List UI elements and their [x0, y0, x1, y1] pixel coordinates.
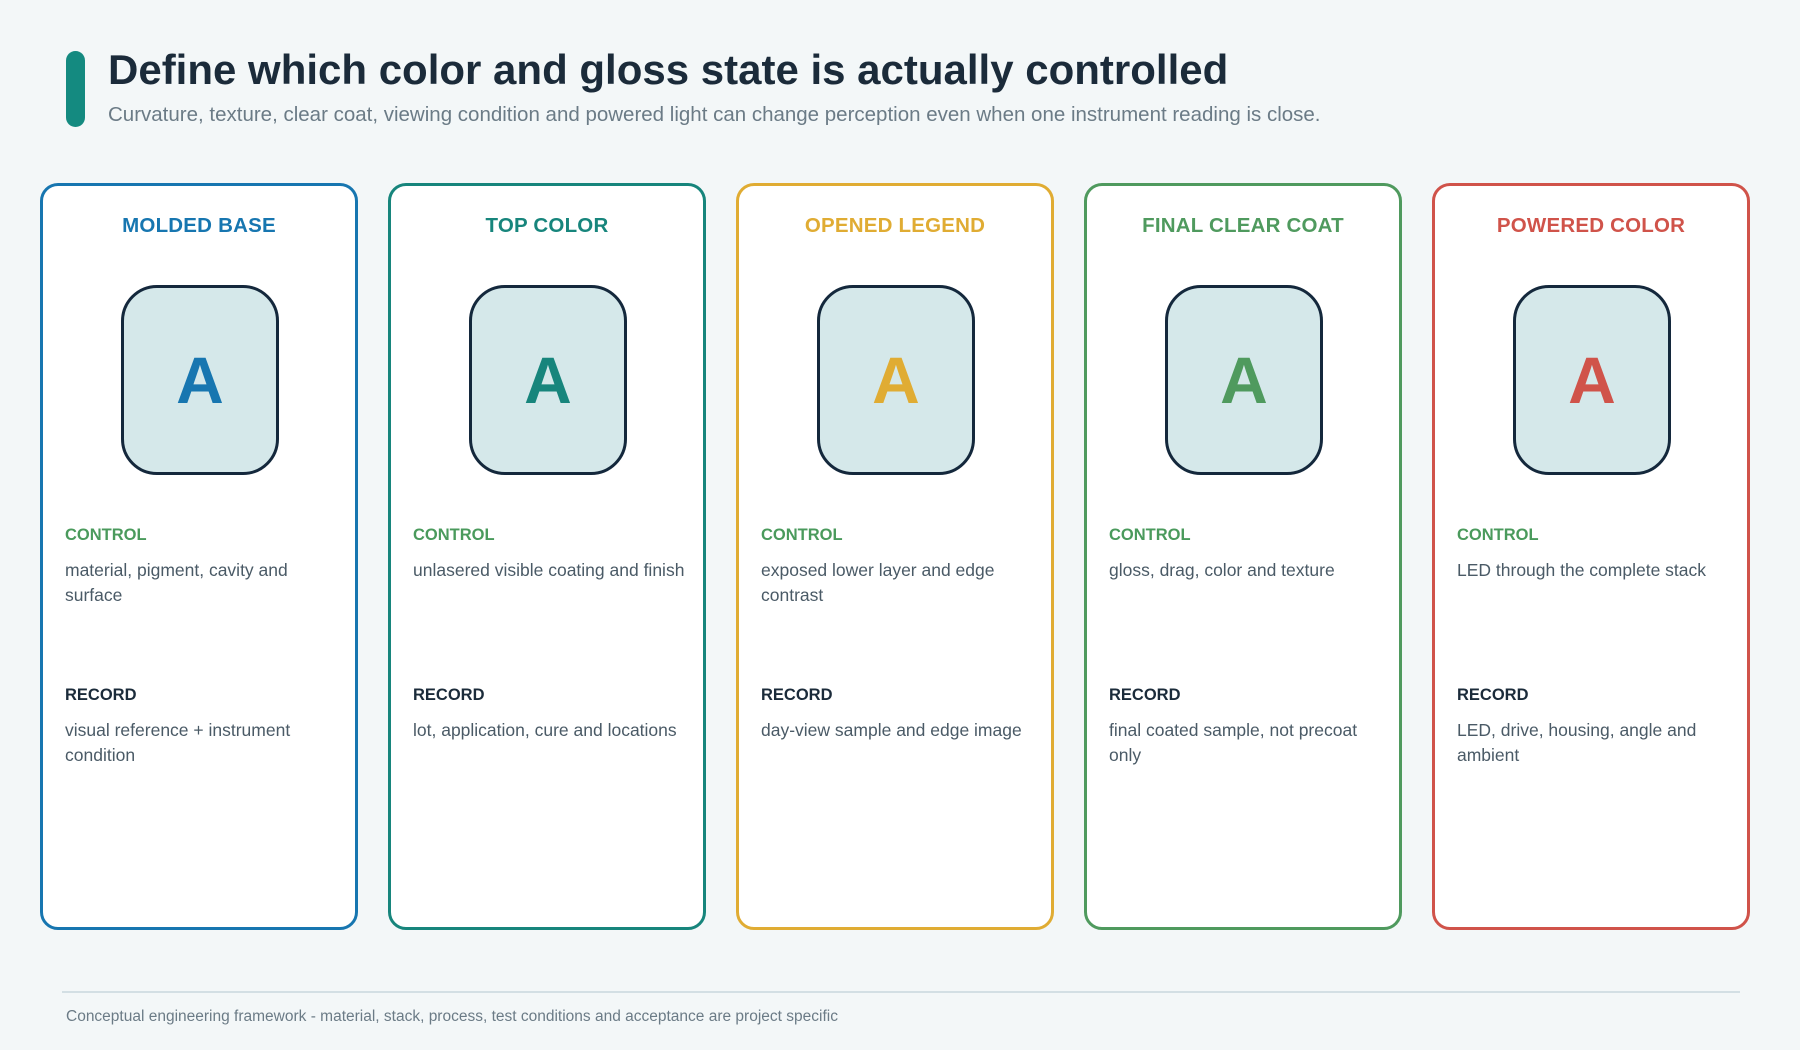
- card-top-color: TOP COLOR A CONTROL unlasered visible co…: [388, 183, 706, 930]
- keycap-icon: A: [1165, 285, 1323, 475]
- footer-divider: [62, 991, 1740, 993]
- page-subtitle: Curvature, texture, clear coat, viewing …: [108, 103, 1321, 126]
- record-label: RECORD: [761, 686, 833, 704]
- record-text: day-view sample and edge image: [761, 720, 1022, 740]
- keycap-letter: A: [524, 343, 572, 417]
- control-label: CONTROL: [413, 526, 495, 544]
- keycap-letter: A: [176, 343, 224, 417]
- stage-cards: MOLDED BASE A CONTROL material, pigment,…: [40, 183, 1750, 930]
- card-powered-color: POWERED COLOR A CONTROL LED through the …: [1432, 183, 1750, 930]
- record-label: RECORD: [413, 686, 485, 704]
- card-molded-base: MOLDED BASE A CONTROL material, pigment,…: [40, 183, 358, 930]
- control-label: CONTROL: [1457, 526, 1539, 544]
- card-final-clear-coat: FINAL CLEAR COAT A CONTROL gloss, drag, …: [1084, 183, 1402, 930]
- keycap-icon: A: [1513, 285, 1671, 475]
- control-text: LED through the complete stack: [1457, 560, 1707, 580]
- keycap-icon: A: [469, 285, 627, 475]
- card-opened-legend: OPENED LEGEND A CONTROL exposed lower la…: [736, 183, 1054, 930]
- page-title: Define which color and gloss state is ac…: [108, 46, 1229, 93]
- keycap-icon: A: [121, 285, 279, 475]
- card-title: OPENED LEGEND: [804, 214, 986, 237]
- keycap-letter: A: [1568, 343, 1616, 417]
- footer-note: Conceptual engineering framework - mater…: [66, 1008, 838, 1025]
- record-label: RECORD: [1457, 686, 1529, 704]
- record-text: visual reference + instrument condition: [65, 720, 291, 765]
- control-text: material, pigment, cavity and surface: [65, 560, 288, 605]
- card-title: TOP COLOR: [485, 214, 609, 237]
- control-label: CONTROL: [65, 526, 147, 544]
- control-text: unlasered visible coating and finish: [413, 560, 685, 580]
- keycap-letter: A: [872, 343, 920, 417]
- title-accent-bar: [66, 51, 85, 127]
- control-text: exposed lower layer and edge contrast: [761, 560, 995, 605]
- record-text: LED, drive, housing, angle and ambient: [1457, 720, 1697, 765]
- record-label: RECORD: [65, 686, 137, 704]
- card-title: POWERED COLOR: [1496, 214, 1686, 237]
- control-text: gloss, drag, color and texture: [1109, 560, 1335, 580]
- card-title: FINAL CLEAR COAT: [1142, 214, 1344, 237]
- record-text: final coated sample, not precoat only: [1109, 720, 1358, 765]
- control-label: CONTROL: [761, 526, 843, 544]
- record-label: RECORD: [1109, 686, 1181, 704]
- record-text: lot, application, cure and locations: [413, 720, 677, 740]
- keycap-icon: A: [817, 285, 975, 475]
- keycap-letter: A: [1220, 343, 1268, 417]
- control-label: CONTROL: [1109, 526, 1191, 544]
- card-title: MOLDED BASE: [122, 214, 276, 237]
